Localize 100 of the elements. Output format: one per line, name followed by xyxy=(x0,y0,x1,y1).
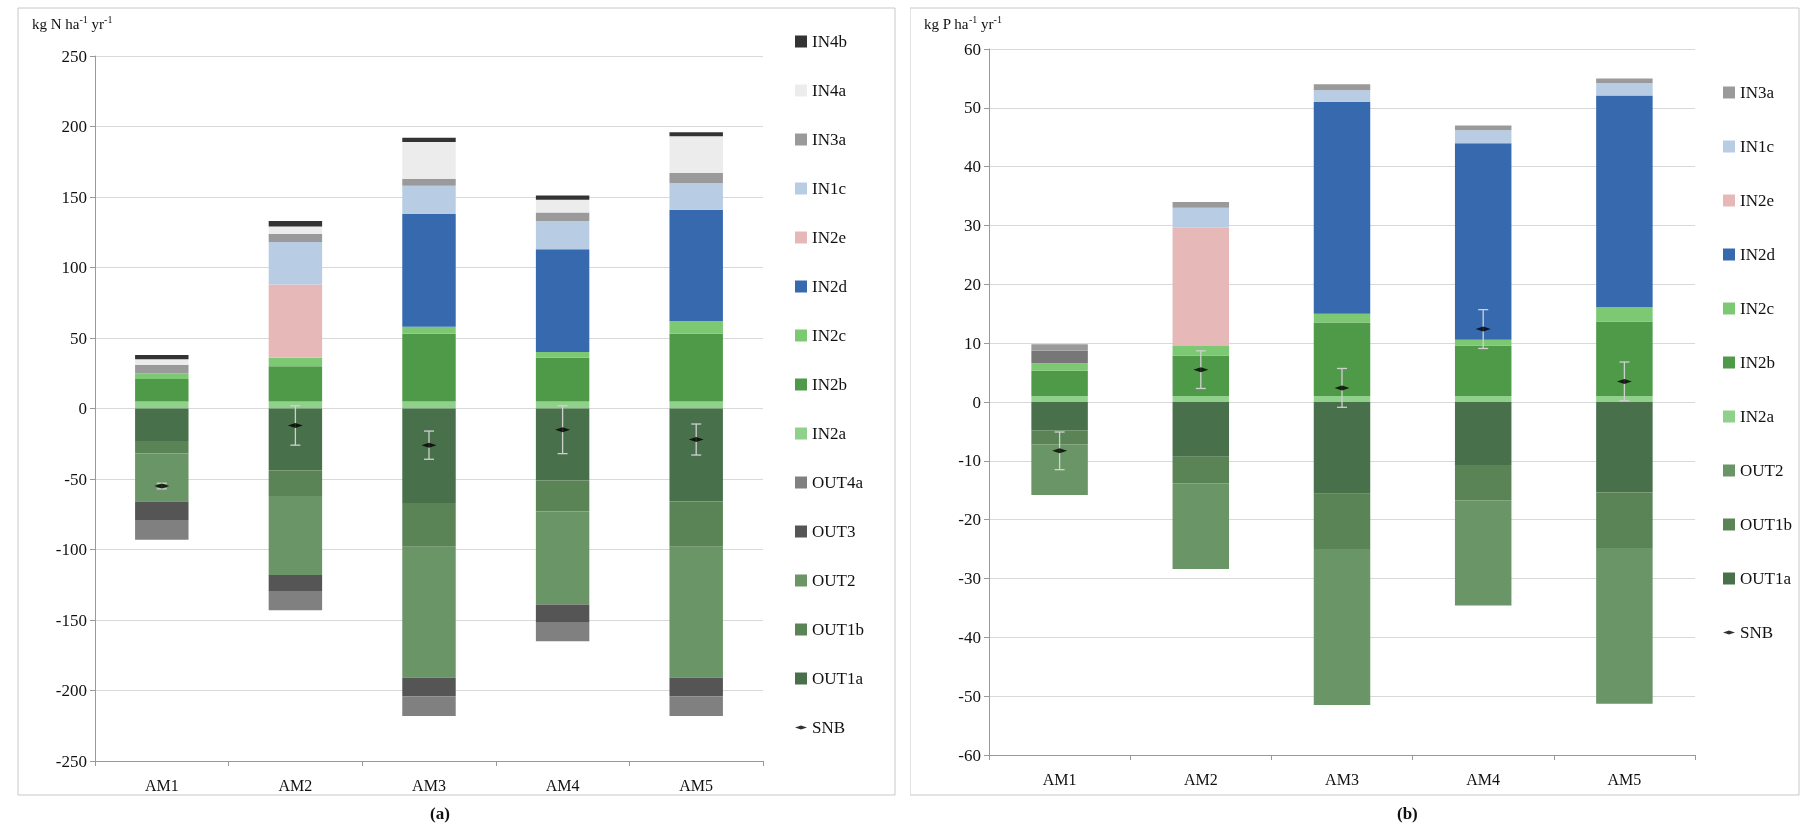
bar xyxy=(268,284,323,358)
bar xyxy=(535,480,590,512)
bar xyxy=(135,364,189,374)
y-tick-label: 100 xyxy=(61,258,87,277)
bar xyxy=(669,696,723,716)
bar xyxy=(535,511,590,605)
bar xyxy=(402,677,456,697)
legend-label: IN3a xyxy=(812,130,847,149)
bar xyxy=(402,142,456,179)
y-tick-label: 30 xyxy=(964,216,981,235)
y-tick-label: 150 xyxy=(61,187,87,207)
bar xyxy=(535,220,590,250)
bar xyxy=(1596,95,1653,308)
legend-label: IN1c xyxy=(1740,137,1775,156)
bar xyxy=(1454,339,1512,346)
bar xyxy=(535,199,590,213)
bar xyxy=(135,401,189,409)
x-tick-label: AM3 xyxy=(1325,770,1359,788)
bar xyxy=(1596,402,1653,493)
bar xyxy=(1454,125,1512,131)
x-tick-label: AM1 xyxy=(144,776,179,794)
bar xyxy=(402,502,456,547)
bar xyxy=(1313,90,1371,102)
bar xyxy=(268,366,323,402)
bar xyxy=(1596,321,1653,397)
bar xyxy=(1313,101,1371,314)
bar xyxy=(669,501,723,547)
bar xyxy=(135,354,189,360)
bar xyxy=(1172,201,1230,208)
bar xyxy=(669,132,723,137)
bar xyxy=(669,401,723,409)
bar xyxy=(135,453,189,502)
bar xyxy=(1454,130,1512,144)
x-tick-label: AM3 xyxy=(412,776,446,794)
bar xyxy=(1031,402,1088,431)
bar xyxy=(268,233,323,243)
y-tick-label: -100 xyxy=(55,540,87,559)
bar xyxy=(1454,464,1512,501)
bar xyxy=(1031,363,1088,371)
legend-label: IN2e xyxy=(1740,191,1774,210)
bar xyxy=(135,359,189,365)
legend-label: OUT2 xyxy=(1740,461,1784,480)
y-tick-label: 10 xyxy=(964,333,981,353)
legend-label: IN2b xyxy=(812,375,847,394)
y-tick-label: 20 xyxy=(964,274,981,294)
bar xyxy=(669,209,723,322)
x-tick-label: AM4 xyxy=(1466,770,1501,788)
bar xyxy=(402,326,456,334)
x-tick-label: AM2 xyxy=(1183,770,1218,788)
y-tick-label: -60 xyxy=(958,745,981,765)
bar xyxy=(268,591,323,611)
bar xyxy=(268,574,323,592)
x-tick-label: AM4 xyxy=(545,776,580,794)
bar xyxy=(135,440,189,454)
legend-label: SNB xyxy=(812,718,846,737)
bar xyxy=(535,249,590,353)
bar xyxy=(1454,345,1512,397)
bar xyxy=(1172,346,1230,356)
bar xyxy=(1596,307,1653,322)
bar xyxy=(1172,355,1230,397)
bar xyxy=(1031,344,1088,351)
bar xyxy=(1313,322,1371,397)
bar xyxy=(402,546,456,678)
legend-label: IN2c xyxy=(1740,299,1775,318)
bar xyxy=(1172,483,1230,570)
x-tick-label: AM1 xyxy=(1042,770,1077,788)
bar xyxy=(268,495,323,575)
bar xyxy=(535,212,590,221)
legend-label: IN2b xyxy=(1740,353,1775,372)
text: (b) xyxy=(1397,804,1418,823)
legend-label: IN2c xyxy=(812,326,847,345)
bar xyxy=(669,333,723,402)
y-tick-label: 0 xyxy=(78,399,87,418)
bar xyxy=(402,696,456,716)
legend-label: IN2a xyxy=(1740,407,1775,426)
bar xyxy=(669,173,723,183)
legend-label: IN1c xyxy=(812,179,847,198)
y-tick-label: 60 xyxy=(964,39,981,59)
legend-label: OUT4a xyxy=(812,473,864,492)
bar xyxy=(268,226,323,234)
bar xyxy=(135,408,189,441)
bar xyxy=(135,373,189,379)
bar xyxy=(1596,78,1653,84)
bar xyxy=(1172,402,1230,457)
bar xyxy=(1031,370,1088,397)
x-tick-label: AM5 xyxy=(679,776,714,794)
legend-label: OUT1b xyxy=(812,620,864,639)
bar xyxy=(402,408,456,503)
bar xyxy=(535,195,590,200)
legend-label: OUT1a xyxy=(812,669,864,688)
y-tick-label: 50 xyxy=(964,98,981,118)
bar xyxy=(1454,500,1512,606)
bar xyxy=(268,408,323,471)
bar xyxy=(669,677,723,697)
bar xyxy=(1596,396,1653,402)
bar xyxy=(268,357,323,367)
bar xyxy=(1313,313,1371,323)
bar xyxy=(402,213,456,327)
legend-label: SNB xyxy=(1740,623,1774,642)
legend-label: IN4b xyxy=(812,32,847,51)
